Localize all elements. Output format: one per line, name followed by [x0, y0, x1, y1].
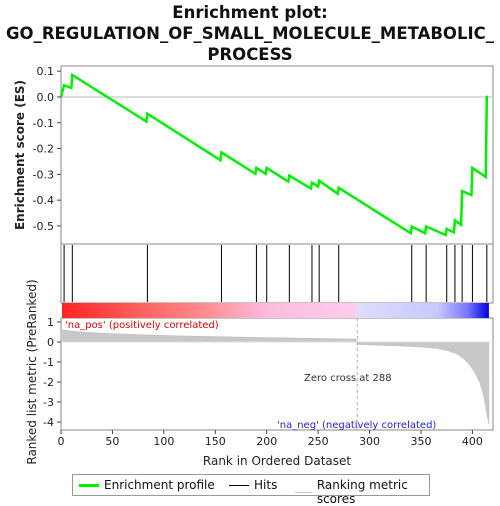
x-tick-label: 0 [58, 435, 65, 448]
es-tick-label: -0.5 [33, 220, 54, 233]
es-tick-label: 0.0 [37, 91, 55, 104]
legend-swatch-es [79, 483, 99, 487]
legend-item-hits: Hits [229, 478, 277, 492]
plot-title-line-2: GO_REGULATION_OF_SMALL_MOLECULE_METABOLI… [6, 24, 494, 43]
legend-item-enrichment-profile: Enrichment profile [79, 478, 215, 492]
legend-swatch-hits [229, 484, 249, 486]
es-tick-label: -0.1 [33, 117, 54, 130]
legend-item-ranking-metric: Ranking metric scores [295, 478, 429, 506]
es-tick-label: 0.1 [37, 65, 55, 78]
legend: Enrichment profile Hits Ranking metric s… [72, 474, 430, 506]
es-axis-title: Enrichment score (ES) [13, 80, 27, 230]
metric-axis-title: Ranked list metric (PreRanked) [25, 279, 39, 464]
legend-swatch-metric [295, 491, 312, 493]
zero-cross-label: Zero cross at 288 [304, 373, 392, 384]
es-curve [59, 72, 489, 237]
x-tick-label: 400 [462, 435, 483, 448]
positive-label: 'na_pos' (positively correlated) [65, 320, 219, 331]
rank-color-bar [62, 303, 489, 318]
es-panel [60, 65, 494, 245]
legend-label-hits: Hits [254, 478, 278, 492]
plot-title-line-3: PROCESS [207, 45, 293, 64]
metric-tick-label: 0 [47, 336, 54, 349]
es-tick-label: -0.3 [33, 168, 54, 181]
x-tick-label: 50 [105, 435, 119, 448]
metric-tick-label: -3 [43, 396, 54, 409]
x-tick-label: 250 [308, 435, 329, 448]
x-axis-title: Rank in Ordered Dataset [203, 454, 351, 468]
x-tick-label: 150 [205, 435, 226, 448]
hits-panel [60, 243, 494, 304]
metric-tick-label: -4 [43, 416, 54, 429]
x-tick-label: 300 [359, 435, 380, 448]
legend-label-ranking-metric: Ranking metric scores [316, 478, 408, 506]
es-tick-label: -0.2 [33, 143, 54, 156]
enrichment-chart: 'na_pos' (positively correlated) 'na_neg'… [13, 65, 494, 468]
x-tick-label: 200 [256, 435, 277, 448]
plot-title-line-1: Enrichment plot: [172, 3, 328, 22]
es-tick-label: -0.4 [33, 194, 54, 207]
metric-tick-label: 1 [47, 316, 54, 329]
x-tick-label: 350 [411, 435, 432, 448]
ranked-metric-area [60, 329, 490, 425]
metric-tick-label: -1 [43, 356, 54, 369]
legend-label-enrichment-profile: Enrichment profile [104, 478, 215, 492]
x-tick-label: 100 [153, 435, 174, 448]
negative-label: 'na_neg' (negatively correlated) [277, 420, 436, 431]
metric-tick-label: -2 [43, 376, 54, 389]
